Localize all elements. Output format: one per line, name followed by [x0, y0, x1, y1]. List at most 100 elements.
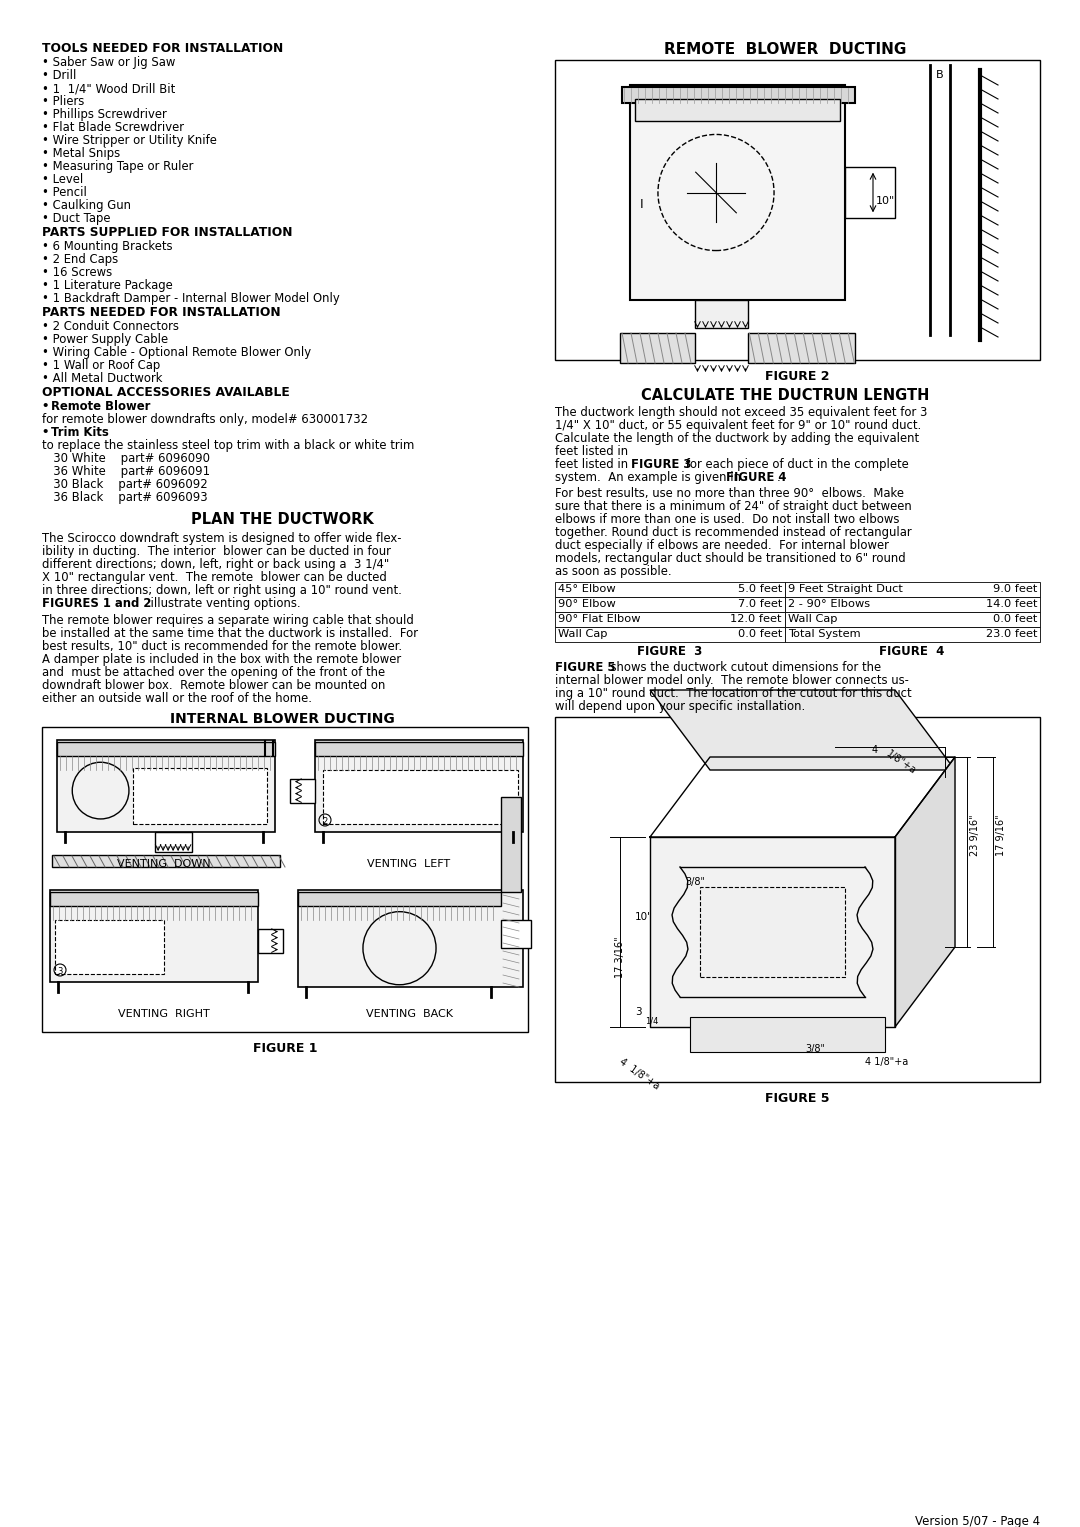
Text: FIGURE 5: FIGURE 5	[765, 1092, 829, 1106]
Bar	[555, 582, 785, 597]
Text: 9.0 feet: 9.0 feet	[993, 583, 1037, 594]
Bar	[785, 612, 1040, 628]
Text: • 1 Literature Package: • 1 Literature Package	[42, 279, 173, 292]
Bar	[315, 742, 523, 756]
Text: 1/4: 1/4	[645, 1017, 659, 1026]
Bar	[785, 628, 1040, 641]
Text: ing a 10" round duct.  The location of the cutout for this duct: ing a 10" round duct. The location of th…	[555, 687, 912, 699]
Text: feet listed in: feet listed in	[555, 458, 632, 470]
Text: 30 Black    part# 6096092: 30 Black part# 6096092	[42, 478, 207, 492]
Text: 0.0 feet: 0.0 feet	[738, 629, 782, 638]
Text: • Duct Tape: • Duct Tape	[42, 212, 110, 224]
Text: • Drill: • Drill	[42, 69, 77, 82]
Text: VENTING  LEFT: VENTING LEFT	[367, 860, 450, 869]
Text: internal blower model only.  The remote blower connects us-: internal blower model only. The remote b…	[555, 673, 909, 687]
Text: PLAN THE DUCTWORK: PLAN THE DUCTWORK	[191, 512, 374, 527]
Text: 90° Elbow: 90° Elbow	[558, 599, 616, 609]
Bar	[315, 741, 523, 832]
Bar	[298, 890, 523, 986]
Bar	[622, 87, 855, 102]
Bar	[694, 299, 748, 328]
Bar	[323, 770, 518, 825]
Text: • 1  1/4" Wood Drill Bit: • 1 1/4" Wood Drill Bit	[42, 82, 175, 95]
Text: either an outside wall or the roof of the home.: either an outside wall or the roof of th…	[42, 692, 312, 705]
Text: X 10" rectangular vent.  The remote  blower can be ducted: X 10" rectangular vent. The remote blowe…	[42, 571, 387, 583]
Text: 5.0 feet: 5.0 feet	[738, 583, 782, 594]
Text: 17 3/16": 17 3/16"	[615, 936, 625, 977]
Text: Total System: Total System	[788, 629, 861, 638]
Text: elbows if more than one is used.  Do not install two elbows: elbows if more than one is used. Do not …	[555, 513, 900, 525]
Text: 36 White    part# 6096091: 36 White part# 6096091	[42, 466, 211, 478]
Bar	[845, 166, 895, 218]
Text: models, rectangular duct should be transitioned to 6" round: models, rectangular duct should be trans…	[555, 551, 906, 565]
Text: duct especially if elbows are needed.  For internal blower: duct especially if elbows are needed. Fo…	[555, 539, 889, 551]
Text: 1/4" X 10" duct, or 55 equivalent feet for 9" or 10" round duct.: 1/4" X 10" duct, or 55 equivalent feet f…	[555, 418, 921, 432]
Bar	[298, 892, 501, 906]
Text: REMOTE  BLOWER  DUCTING: REMOTE BLOWER DUCTING	[664, 43, 906, 56]
Text: OPTIONAL ACCESSORIES AVAILABLE: OPTIONAL ACCESSORIES AVAILABLE	[42, 386, 289, 399]
Text: 3: 3	[635, 1006, 642, 1017]
Text: The remote blower requires a separate wiring cable that should: The remote blower requires a separate wi…	[42, 614, 414, 628]
Text: Remote Blower: Remote Blower	[51, 400, 150, 412]
Bar	[156, 832, 192, 852]
Text: 17 9/16": 17 9/16"	[996, 814, 1005, 857]
Bar	[501, 919, 531, 948]
Bar	[258, 928, 283, 953]
Text: VENTING  DOWN: VENTING DOWN	[118, 860, 211, 869]
Bar	[133, 768, 267, 825]
Text: downdraft blower box.  Remote blower can be mounted on: downdraft blower box. Remote blower can …	[42, 680, 386, 692]
Bar	[748, 333, 855, 363]
Text: 9 Feet Straight Duct: 9 Feet Straight Duct	[788, 583, 903, 594]
Text: •: •	[42, 426, 53, 438]
Text: illustrate venting options.: illustrate venting options.	[143, 597, 300, 609]
Text: 4: 4	[872, 745, 878, 754]
Text: for remote blower downdrafts only, model# 630001732: for remote blower downdrafts only, model…	[42, 412, 368, 426]
Bar	[620, 333, 694, 363]
Text: • 6 Mounting Brackets: • 6 Mounting Brackets	[42, 240, 173, 253]
Text: 0.0 feet: 0.0 feet	[993, 614, 1037, 625]
Text: A damper plate is included in the box with the remote blower: A damper plate is included in the box wi…	[42, 654, 401, 666]
Text: • Power Supply Cable: • Power Supply Cable	[42, 333, 168, 347]
Text: sure that there is a minimum of 24" of straight duct between: sure that there is a minimum of 24" of s…	[555, 499, 912, 513]
Text: • Caulking Gun: • Caulking Gun	[42, 199, 131, 212]
Bar	[52, 855, 280, 867]
Text: FIGURES 1 and 2: FIGURES 1 and 2	[42, 597, 151, 609]
Text: 45° Elbow: 45° Elbow	[558, 583, 616, 594]
Text: TOOLS NEEDED FOR INSTALLATION: TOOLS NEEDED FOR INSTALLATION	[42, 43, 283, 55]
Text: PARTS NEEDED FOR INSTALLATION: PARTS NEEDED FOR INSTALLATION	[42, 305, 281, 319]
Text: 30 White    part# 6096090: 30 White part# 6096090	[42, 452, 210, 466]
Text: 10": 10"	[635, 912, 653, 922]
Text: 10": 10"	[876, 197, 895, 206]
Polygon shape	[895, 757, 955, 1028]
Text: FIGURE 2: FIGURE 2	[765, 370, 829, 383]
Text: VENTING  BACK: VENTING BACK	[365, 1009, 453, 1019]
Text: Wall Cap: Wall Cap	[558, 629, 607, 638]
Text: The ductwork length should not exceed 35 equivalent feet for 3: The ductwork length should not exceed 35…	[555, 406, 928, 418]
Text: For best results, use no more than three 90°  elbows.  Make: For best results, use no more than three…	[555, 487, 904, 499]
Text: • Phillips Screwdriver: • Phillips Screwdriver	[42, 108, 166, 121]
Text: Calculate the length of the ductwork by adding the equivalent: Calculate the length of the ductwork by …	[555, 432, 919, 444]
Bar	[50, 890, 258, 982]
Text: • Flat Blade Screwdriver: • Flat Blade Screwdriver	[42, 121, 184, 134]
Text: • Wire Stripper or Utility Knife: • Wire Stripper or Utility Knife	[42, 134, 217, 147]
Bar	[635, 99, 840, 121]
Bar	[785, 597, 1040, 612]
Text: B: B	[936, 70, 944, 79]
Text: INTERNAL BLOWER DUCTING: INTERNAL BLOWER DUCTING	[170, 712, 394, 725]
Text: FIGURE  3: FIGURE 3	[637, 644, 703, 658]
Bar	[700, 887, 845, 977]
Text: • Pliers: • Pliers	[42, 95, 84, 108]
Text: ibility in ducting.  The interior  blower can be ducted in four: ibility in ducting. The interior blower …	[42, 545, 391, 557]
Bar	[501, 797, 521, 892]
Bar	[42, 727, 528, 1032]
Bar	[785, 582, 1040, 597]
Text: system.  An example is given in: system. An example is given in	[555, 470, 745, 484]
Text: VENTING  RIGHT: VENTING RIGHT	[118, 1009, 210, 1019]
Text: 1/8"+a: 1/8"+a	[885, 750, 918, 777]
Text: Trim Kits: Trim Kits	[51, 426, 109, 438]
Text: shows the ductwork cutout dimensions for the: shows the ductwork cutout dimensions for…	[603, 661, 881, 673]
Text: I: I	[640, 197, 644, 211]
Text: • Pencil: • Pencil	[42, 186, 86, 199]
Text: • Wiring Cable - Optional Remote Blower Only: • Wiring Cable - Optional Remote Blower …	[42, 347, 311, 359]
Text: different directions; down, left, right or back using a  3 1/4": different directions; down, left, right …	[42, 557, 389, 571]
